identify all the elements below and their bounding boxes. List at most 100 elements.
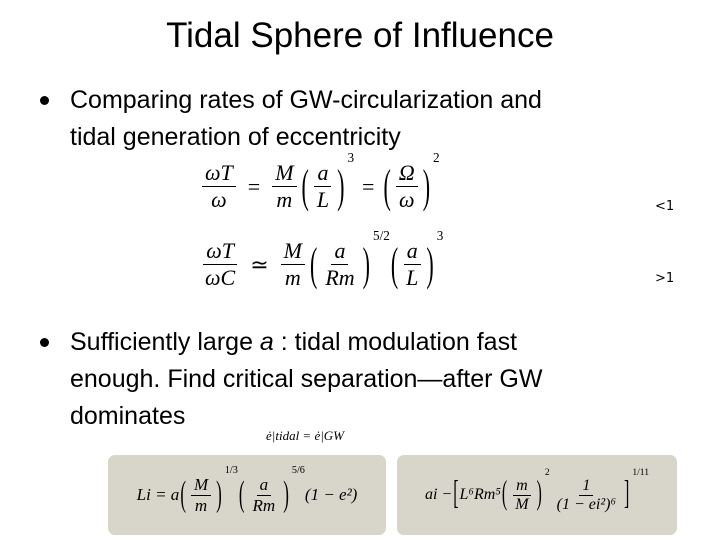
group-body: [L⁶Rm⁵(m M) 2 1 (1 − ei²)⁶] [452,467,630,514]
bracket: ( [309,237,318,290]
bracket: [ [453,476,459,512]
numerator: a [403,238,421,265]
math-text: ωC [205,265,236,290]
bullet: Sufficiently large a : tidal modulation … [40,324,542,435]
denominator: m [282,265,304,291]
text-segment: : tidal modulation fast [273,328,518,356]
fraction: ωT ω [202,160,236,213]
math-text: ai − [424,486,453,503]
bracket: ( [238,474,245,514]
text-segment: Sufficiently large [70,328,260,356]
math-text: M [275,160,294,185]
math-text: a [406,238,418,263]
group-body: (a Rm) [238,474,290,516]
bullet-line: dominates [70,402,186,430]
numerator: M [280,238,305,265]
group: (a L) 3 [390,228,444,291]
math-text: ω [211,187,227,212]
math-text: L [406,265,419,290]
superscript: 3 [347,150,355,165]
math-text: ωT [205,160,233,185]
numerator: 1 [579,476,594,496]
equation-note: >1 [655,271,675,286]
fraction: a Rm [250,475,279,516]
numerator: m [513,477,531,496]
bullet-dot [40,96,49,105]
numerator: M [190,474,212,496]
math-text: a [317,160,329,185]
bracket: ) [536,476,542,512]
superscript: 1/3 [224,464,238,476]
math-text: (1 − ei²)⁶ [556,495,617,513]
bullet-line: tidal generation of eccentricity [70,123,401,151]
numerator: ωT [203,238,237,265]
denominator: ω [396,187,418,213]
group: [L⁶Rm⁵(m M) 2 1 (1 − ei²)⁶] 1/11 [452,467,649,514]
math-text: L [316,187,330,212]
math-text: Rm [325,265,355,290]
numerator: Ω [395,160,418,187]
math-text: Ω [398,160,415,185]
group-body: (a L) [390,237,435,291]
bracket: ) [216,474,222,514]
denominator: Rm [322,265,357,291]
numerator: a [256,475,272,496]
superscript: 2 [544,466,550,478]
superscript: 2 [433,150,440,165]
denominator: M [512,496,531,514]
superscript: 5/2 [372,228,390,243]
group: (a Rm) 5/6 [238,465,305,516]
group-body: (a L) [301,159,346,213]
math-text: m [194,495,208,515]
numerator: ωT [202,160,236,187]
bracket: ] [624,476,630,512]
math-text: a [334,238,346,263]
math-text: 1 [582,476,591,494]
denominator: L [314,187,332,213]
bullet: Comparing rates of GW-circularization an… [40,82,542,156]
bracket: ) [426,237,434,290]
math-text: M [193,474,209,494]
bullet-line: Comparing rates of GW-circularization an… [70,86,542,114]
formula-box: ai −[L⁶Rm⁵(m M) 2 1 (1 − ei²)⁶] 1/11 [397,455,677,535]
math-text: m [276,187,293,212]
bracket: ( [383,159,391,212]
math-text: M [515,495,529,513]
bracket: ) [422,159,431,212]
denominator: L [403,265,421,291]
bracket: ) [362,237,370,290]
math-text: Rm [252,495,276,515]
group: ( a Rm) 5/2 [309,228,390,291]
denominator: Rm [250,496,279,516]
math-text: ωT [206,238,234,263]
equation-note: <1 [655,199,675,214]
denominator: m [192,496,210,516]
slide-title: Tidal Sphere of Influence [166,16,554,55]
bullet-dot [40,338,49,347]
denominator: (1 − ei²)⁶ [554,496,619,514]
operator: = [247,173,261,199]
numerator: a [314,160,332,187]
bullet-line: Sufficiently large a : tidal modulation … [70,324,542,361]
math-text: L⁶Rm⁵ [459,486,501,503]
math-text: Li = a [136,485,180,504]
bracket: ( [301,159,309,212]
group-body: (m M) [501,476,543,514]
math-text: m [516,476,528,494]
bracket: ( [390,237,399,290]
group: (m M) 2 [501,467,550,514]
superscript: 1/11 [632,466,650,478]
math-text: (1 − e²) [304,485,358,504]
